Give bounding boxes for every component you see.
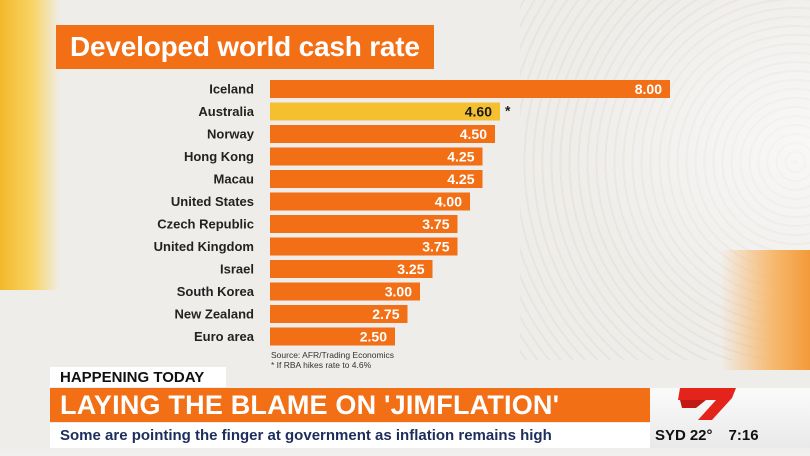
value-label: 4.25 [447,149,474,165]
value-label: 8.00 [635,81,662,97]
value-label: 4.50 [460,126,487,142]
bar-new-zealand [270,305,408,323]
category-label: New Zealand [175,307,255,322]
chart-title: Developed world cash rate [70,31,420,62]
background-gold-pattern [0,0,60,290]
category-label: Hong Kong [184,149,254,164]
category-label: South Korea [177,284,255,299]
category-label: Australia [198,104,254,119]
value-label: 3.25 [397,261,424,277]
bar-iceland [270,80,670,98]
happening-today-tag: HAPPENING TODAY [50,367,226,387]
bar-australia [270,102,500,121]
value-label: 4.60 [465,104,492,120]
category-label: Macau [214,172,255,187]
category-label: Norway [207,127,255,142]
category-label: United Kingdom [154,239,254,254]
category-label: Israel [220,262,254,277]
category-label: Iceland [209,82,254,97]
category-label: Euro area [194,329,255,344]
temperature-label: 22° [689,427,713,444]
value-label: 2.75 [372,306,399,322]
footnote-text: * If RBA hikes rate to 4.6% [271,360,372,370]
bar-czech-republic [270,215,458,233]
time-label: 7:16 [728,427,759,444]
value-label: 4.25 [447,171,474,187]
bar-hong-kong [270,147,483,166]
bar-united-kingdom [270,237,458,256]
logo-area [650,388,810,448]
bar-norway [270,125,495,143]
value-label: 3.75 [422,239,449,255]
value-label: 3.00 [385,284,412,300]
chart-source: Source: AFR/Trading Economics * If RBA h… [271,350,394,370]
value-label: 3.75 [422,216,449,232]
subheadline: Some are pointing the finger at governme… [50,423,650,448]
category-label: Czech Republic [157,217,254,232]
clock-weather: SYD 22° 7:16 [655,423,805,448]
lower-third: HAPPENING TODAY LAYING THE BLAME ON 'JIM… [0,367,810,456]
annotation-asterisk: * [505,103,511,119]
channel-7-logo-icon [678,388,736,420]
bottom-strip [0,449,810,456]
bar-united-states [270,192,470,211]
city-label: SYD [655,427,686,444]
chart-title-box: Developed world cash rate [56,25,434,69]
category-label: United States [171,194,254,209]
bar-israel [270,260,433,278]
bar-euro-area [270,327,395,346]
value-label: 2.50 [360,329,387,345]
bar-macau [270,170,483,188]
value-label: 4.00 [435,194,462,210]
source-text: Source: AFR/Trading Economics [271,350,394,360]
headline: LAYING THE BLAME ON 'JIMFLATION' [50,388,650,422]
bar-south-korea [270,282,420,301]
background-orange-pattern [720,250,810,370]
